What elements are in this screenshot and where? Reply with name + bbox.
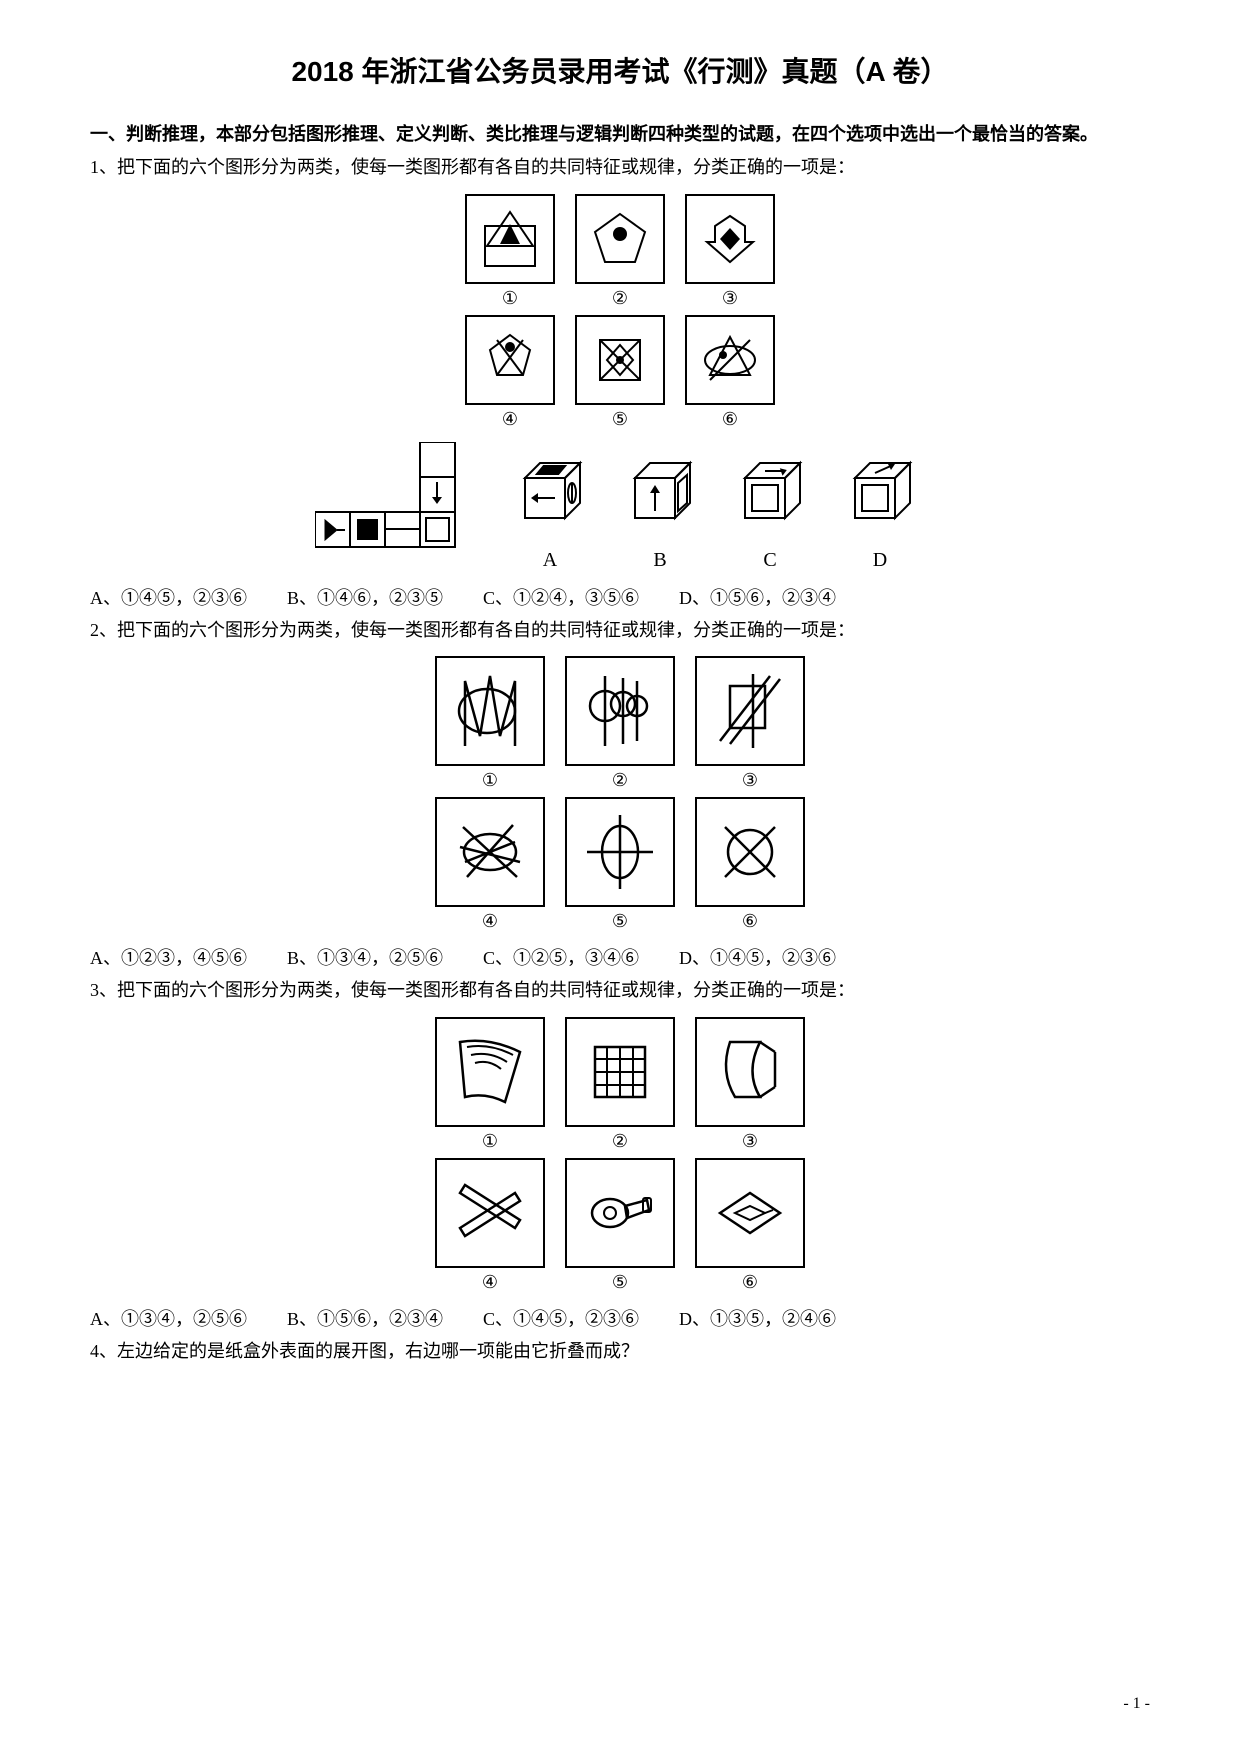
q1-label2: ② (612, 288, 628, 309)
q2-label4: ④ (482, 911, 498, 932)
q2-fig1-icon (445, 666, 535, 756)
q1-optC: C、①②④，③⑤⑥ (483, 584, 639, 610)
cube-b-icon (615, 453, 705, 543)
q2-label6: ⑥ (742, 911, 758, 932)
q3-label6: ⑥ (742, 1272, 758, 1293)
q3-fig5-icon (575, 1168, 665, 1258)
q1-label5: ⑤ (612, 409, 628, 430)
q3-optC: C、①④⑤，②③⑥ (483, 1305, 639, 1331)
q2-fig2-icon (575, 666, 665, 756)
q1-fig3-icon (695, 204, 765, 274)
q1-fig4-icon (475, 325, 545, 395)
page-title: 2018 年浙江省公务员录用考试《行测》真题（A 卷） (90, 50, 1150, 90)
q1-fig5-icon (585, 325, 655, 395)
q1-figures: ① ② ③ (90, 194, 1150, 430)
q1-options: A、①④⑤，②③⑥ B、①④⑥，②③⑤ C、①②④，③⑤⑥ D、①⑤⑥，②③④ (90, 584, 1150, 610)
q2-fig5-icon (575, 807, 665, 897)
q1-label6: ⑥ (722, 409, 738, 430)
q3-figures: ① ② (90, 1017, 1150, 1293)
q2-fig6-icon (705, 807, 795, 897)
q3-text: 3、把下面的六个图形分为两类，使每一类图形都有各自的共同特征或规律，分类正确的一… (90, 976, 1150, 1005)
q1-fig6-icon (695, 325, 765, 395)
q1-optB: B、①④⑥，②③⑤ (287, 584, 443, 610)
cube-d-label: D (873, 549, 887, 572)
q3-optB: B、①⑤⑥，②③④ (287, 1305, 443, 1331)
q3-fig1-icon (445, 1027, 535, 1117)
q1-label4: ④ (502, 409, 518, 430)
section-header: 一、判断推理，本部分包括图形推理、定义判断、类比推理与逻辑判断四种类型的试题，在… (90, 120, 1150, 149)
page-number: - 1 - (1123, 1695, 1150, 1713)
q3-options: A、①③④，②⑤⑥ B、①⑤⑥，②③④ C、①④⑤，②③⑥ D、①③⑤，②④⑥ (90, 1305, 1150, 1331)
q2-text: 2、把下面的六个图形分为两类，使每一类图形都有各自的共同特征或规律，分类正确的一… (90, 616, 1150, 645)
q3-label4: ④ (482, 1272, 498, 1293)
q2-optC: C、①②⑤，③④⑥ (483, 944, 639, 970)
cube-b-label: B (653, 549, 666, 572)
cube-a-icon (505, 453, 595, 543)
q3-label2: ② (612, 1131, 628, 1152)
q4-text: 4、左边给定的是纸盒外表面的展开图，右边哪一项能由它折叠而成？ (90, 1337, 1150, 1366)
cube-d-icon (835, 453, 925, 543)
unfold-net-icon (315, 442, 485, 572)
q4-cubes: A B C D (90, 442, 1150, 572)
q1-optA: A、①④⑤，②③⑥ (90, 584, 247, 610)
q3-fig2-icon (575, 1027, 665, 1117)
q3-fig3-icon (705, 1027, 795, 1117)
q3-optA: A、①③④，②⑤⑥ (90, 1305, 247, 1331)
q1-optD: D、①⑤⑥，②③④ (679, 584, 836, 610)
q2-label3: ③ (742, 770, 758, 791)
q3-fig4-icon (445, 1168, 535, 1258)
q2-fig3-icon (705, 666, 795, 756)
q1-fig1-icon (475, 204, 545, 274)
q3-label1: ① (482, 1131, 498, 1152)
q2-optA: A、①②③，④⑤⑥ (90, 944, 247, 970)
q1-fig2-icon (585, 204, 655, 274)
q2-figures: ① ② (90, 656, 1150, 932)
q3-optD: D、①③⑤，②④⑥ (679, 1305, 836, 1331)
q2-label1: ① (482, 770, 498, 791)
q1-text: 1、把下面的六个图形分为两类，使每一类图形都有各自的共同特征或规律，分类正确的一… (90, 153, 1150, 182)
cube-c-icon (725, 453, 815, 543)
q3-label5: ⑤ (612, 1272, 628, 1293)
q3-fig6-icon (705, 1168, 795, 1258)
q2-optD: D、①④⑤，②③⑥ (679, 944, 836, 970)
q2-fig4-icon (445, 807, 535, 897)
cube-a-label: A (543, 549, 557, 572)
q3-label3: ③ (742, 1131, 758, 1152)
q1-label3: ③ (722, 288, 738, 309)
q2-optB: B、①③④，②⑤⑥ (287, 944, 443, 970)
cube-c-label: C (763, 549, 776, 572)
q2-label5: ⑤ (612, 911, 628, 932)
q2-label2: ② (612, 770, 628, 791)
q1-label1: ① (502, 288, 518, 309)
q2-options: A、①②③，④⑤⑥ B、①③④，②⑤⑥ C、①②⑤，③④⑥ D、①④⑤，②③⑥ (90, 944, 1150, 970)
